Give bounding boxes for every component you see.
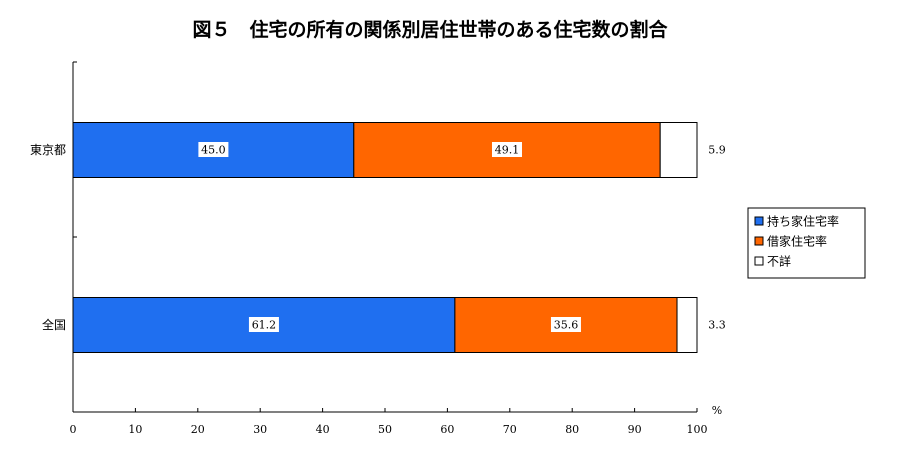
x-tick-label: 90 <box>628 423 642 436</box>
x-tick-label: 40 <box>316 423 330 436</box>
x-tick-label: 20 <box>191 423 205 436</box>
x-tick-label: 10 <box>128 423 142 436</box>
data-label-background <box>491 142 522 157</box>
data-label-background <box>550 317 581 332</box>
x-tick-label: 70 <box>503 423 517 436</box>
data-label: 35.6 <box>554 319 579 332</box>
bar-segment <box>676 297 698 353</box>
data-label-background <box>248 317 279 332</box>
category-label: 全国 <box>42 317 66 332</box>
chart-title: 図５ 住宅の所有の関係別居住世帯のある住宅数の割合 <box>192 18 668 41</box>
data-label: 61.2 <box>252 319 277 332</box>
legend-swatch <box>754 256 764 266</box>
data-label: 5.9 <box>708 144 726 157</box>
x-unit-label: % <box>712 404 722 417</box>
legend-box <box>747 207 866 279</box>
data-label: 45.0 <box>201 144 226 157</box>
data-label: 3.3 <box>708 319 726 332</box>
axes: 0 10 20 30 40 50 60 70 80 90 100% <box>70 61 722 436</box>
x-tick-label: 60 <box>440 423 454 436</box>
data-label-background <box>198 142 229 157</box>
x-tick-label: 80 <box>565 423 579 436</box>
data-label: 49.1 <box>495 144 520 157</box>
legend-swatch <box>754 236 764 246</box>
x-tick-label: 50 <box>378 423 392 436</box>
x-tick-label: 30 <box>253 423 267 436</box>
legend-label: 持ち家住宅率 <box>767 214 839 229</box>
bars: 東京都 45.0 49.1 5.9 全国 61.2 35.6 3.3 <box>30 122 726 353</box>
category-label: 東京都 <box>30 143 66 157</box>
x-tick-label: 0 <box>70 423 77 436</box>
legend-label: 借家住宅率 <box>767 234 827 249</box>
bar-segment <box>659 122 698 178</box>
legend-swatch <box>754 216 764 226</box>
x-tick-label: 100 <box>687 423 708 436</box>
legend-label: 不詳 <box>767 254 791 269</box>
